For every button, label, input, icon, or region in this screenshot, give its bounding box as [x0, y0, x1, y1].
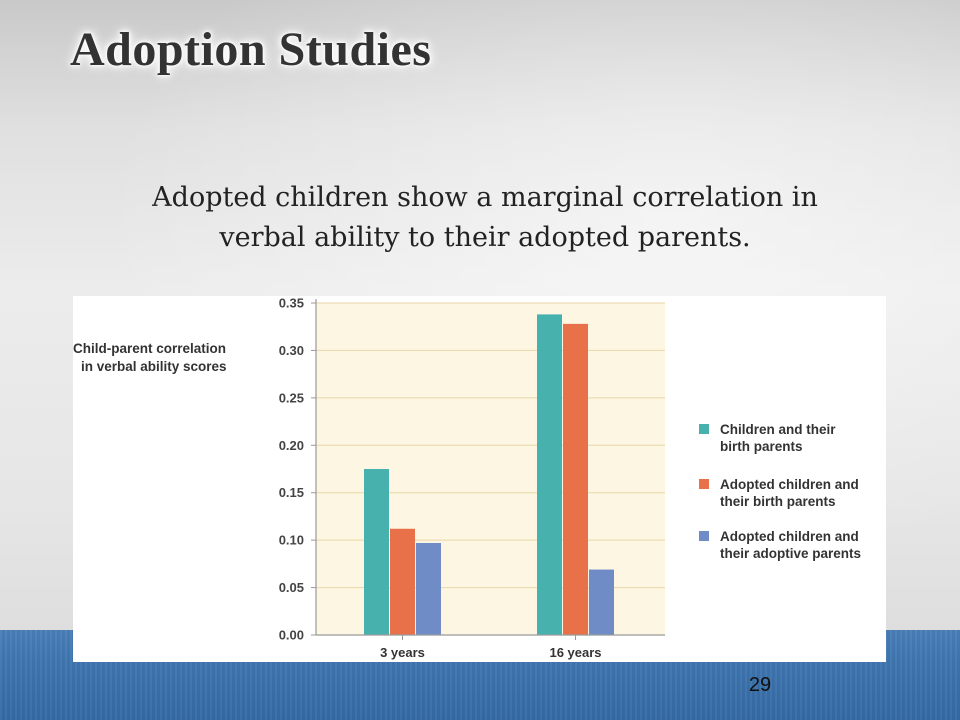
bar-1-1 — [364, 469, 389, 635]
chart-card: 0.00 0.05 0.10 0.15 0.20 0.25 0.30 0.35 3 years… — [73, 296, 886, 662]
legend-label: birth parents — [720, 439, 803, 454]
y-tick-label: 0.05 — [279, 580, 304, 595]
legend-swatch — [699, 479, 709, 489]
legend-swatch — [699, 531, 709, 541]
bar-chart: 0.00 0.05 0.10 0.15 0.20 0.25 0.30 0.35 3 years… — [73, 296, 861, 660]
x-category-label: 16 years — [549, 645, 601, 660]
bar-2-1 — [390, 528, 415, 635]
bar-3-1 — [416, 542, 441, 635]
bar-1-2 — [537, 314, 562, 635]
subtitle-line-1: Adopted children show a marginal correla… — [152, 182, 818, 213]
y-tick-label: 0.15 — [279, 485, 304, 500]
legend-label: Adopted children and — [720, 477, 859, 492]
y-tick-label: 0.35 — [279, 296, 304, 311]
legend-label: their birth parents — [720, 494, 836, 509]
y-tick-label: 0.00 — [279, 628, 304, 643]
y-tick-label: 0.25 — [279, 390, 304, 405]
legend-label: Adopted children and — [720, 529, 859, 544]
page-number: 29 — [748, 674, 772, 696]
legend-label: Children and their — [720, 422, 836, 437]
subtitle-line-2: verbal ability to their adopted parents. — [219, 222, 751, 253]
x-category-label: 3 years — [380, 645, 425, 660]
slide-subtitle: Adopted children show a marginal correla… — [60, 178, 910, 258]
y-axis-label-line-2: in verbal ability scores — [81, 359, 227, 374]
bar-2-2 — [563, 323, 588, 635]
y-tick-label: 0.20 — [279, 438, 304, 453]
y-axis-label-line-1: Child-parent correlation — [73, 341, 226, 356]
y-tick-label: 0.10 — [279, 533, 304, 548]
bar-3-2 — [589, 569, 614, 635]
y-tick-label: 0.30 — [279, 343, 304, 358]
legend-swatch — [699, 424, 709, 434]
slide-title: Adoption Studies — [70, 23, 432, 76]
legend-label: their adoptive parents — [720, 546, 861, 561]
